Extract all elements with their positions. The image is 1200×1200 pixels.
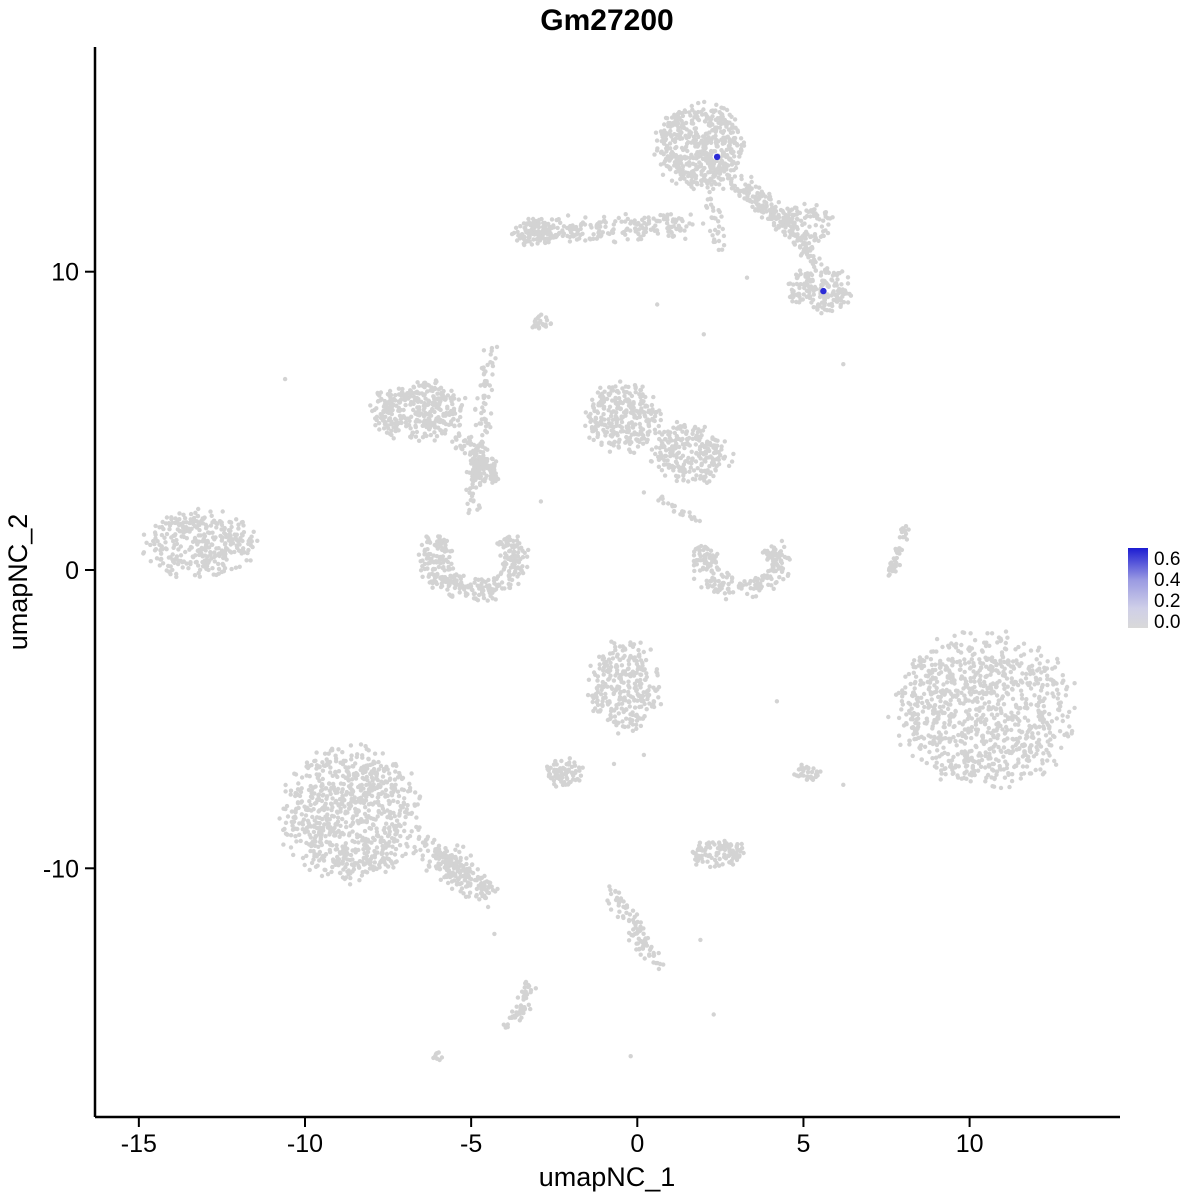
- highlighted-cell: [820, 287, 827, 295]
- axes: -15 -10 -5 0 5 10 -10 0 10: [43, 47, 1120, 1158]
- x-tick-label: 10: [956, 1130, 984, 1158]
- x-tick-label: 5: [796, 1130, 810, 1158]
- x-axis-label: umapNC_1: [539, 1162, 676, 1192]
- y-tick-label: 0: [65, 557, 79, 585]
- expression-legend: 0.60.40.20.0: [1128, 548, 1181, 633]
- legend-label: 0.2: [1154, 591, 1180, 612]
- legend-label: 0.4: [1154, 570, 1181, 591]
- y-axis-label: umapNC_2: [3, 514, 33, 651]
- highlighted-cell: [713, 153, 721, 161]
- x-tick-label: 0: [630, 1130, 644, 1158]
- x-tick-label: -10: [287, 1130, 323, 1158]
- legend-colorbar: [1128, 548, 1148, 628]
- plot-title: Gm27200: [540, 4, 673, 37]
- x-axis-ticks: -15 -10 -5 0 5 10: [121, 1117, 984, 1158]
- legend-label: 0.6: [1154, 549, 1180, 570]
- legend-labels: 0.60.40.20.0: [1154, 549, 1181, 633]
- scatter-points: [141, 99, 1077, 1063]
- x-tick-label: -15: [121, 1130, 157, 1158]
- y-axis-ticks: -10 0 10: [43, 259, 95, 883]
- x-tick-label: -5: [460, 1130, 482, 1158]
- y-tick-label: -10: [43, 855, 79, 883]
- legend-label: 0.0: [1154, 612, 1180, 633]
- highlighted-expression-points: [713, 153, 827, 295]
- y-tick-label: 10: [51, 259, 79, 287]
